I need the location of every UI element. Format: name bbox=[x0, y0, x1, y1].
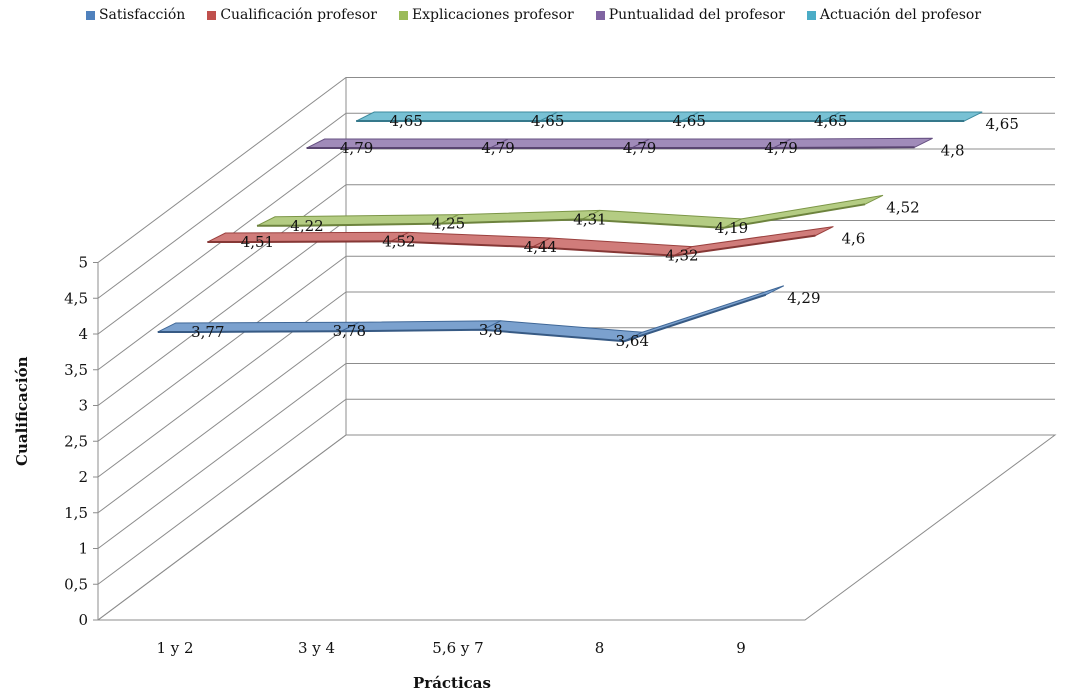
data-label: 4,52 bbox=[886, 198, 919, 216]
series bbox=[207, 226, 834, 257]
gridline bbox=[97, 363, 1055, 549]
data-label: 3,8 bbox=[479, 321, 503, 339]
legend-label: Satisfacción bbox=[98, 7, 186, 23]
data-label: 4,65 bbox=[389, 112, 422, 130]
legend-item: Satisfacción bbox=[85, 4, 186, 26]
data-label: 4,29 bbox=[787, 289, 820, 307]
data-label: 4,32 bbox=[665, 247, 698, 265]
y-axis-title: Cualificación bbox=[13, 356, 31, 466]
legend-label: Puntualidad del profesor bbox=[608, 7, 785, 23]
data-label: 4,44 bbox=[524, 238, 557, 256]
plot-area: 0 0,5 1 1,5 2 2,5 3 3,5 4 4,5 5 1 y 2 3 y 4 5,6 y 7 8 9… bbox=[13, 77, 1057, 692]
data-label: 4,8 bbox=[941, 141, 965, 159]
y-tick-label: 3 bbox=[78, 397, 88, 415]
series-line bbox=[207, 234, 816, 257]
legend-label: Actuación del profesor bbox=[819, 7, 982, 23]
y-tick-label: 4 bbox=[78, 325, 88, 343]
series bbox=[306, 137, 933, 150]
x-axis-title: Prácticas bbox=[413, 674, 491, 692]
series bbox=[157, 285, 785, 343]
data-label: 3,64 bbox=[616, 332, 649, 350]
gridline bbox=[97, 327, 1055, 514]
gridline bbox=[97, 434, 1055, 621]
y-tick-label: 1,5 bbox=[64, 504, 88, 522]
series-line bbox=[257, 203, 866, 229]
series-line bbox=[157, 293, 767, 343]
gridline bbox=[97, 255, 1055, 442]
data-label: 4,79 bbox=[481, 139, 514, 157]
data-label: 4,19 bbox=[715, 219, 748, 237]
legend-item: Explicaciones profesor bbox=[398, 4, 574, 26]
x-tick-label: 5,6 y 7 bbox=[432, 639, 483, 657]
series bbox=[355, 111, 983, 123]
data-label: 4,65 bbox=[672, 112, 705, 130]
legend-swatch bbox=[207, 10, 217, 20]
data-label: 3,77 bbox=[191, 323, 224, 341]
series bbox=[256, 194, 884, 229]
gridline bbox=[97, 398, 1055, 585]
legend-swatch bbox=[398, 10, 408, 20]
series-ribbon-segment bbox=[306, 138, 509, 149]
data-label: 4,79 bbox=[340, 139, 373, 157]
series-ribbon-segment bbox=[355, 111, 558, 122]
x-tick-label: 9 bbox=[736, 639, 746, 657]
floor bbox=[96, 434, 1057, 621]
legend-swatch bbox=[85, 10, 95, 20]
data-label: 4,65 bbox=[814, 112, 847, 130]
legend-item: Cualificación profesor bbox=[207, 4, 377, 26]
x-tick-label: 3 y 4 bbox=[298, 639, 335, 657]
legend-label: Cualificación profesor bbox=[220, 7, 377, 23]
x-tick-label: 8 bbox=[595, 639, 605, 657]
y-tick-label: 0 bbox=[78, 611, 88, 629]
data-label: 4,65 bbox=[985, 115, 1018, 133]
gridline bbox=[97, 291, 1055, 478]
data-label: 4,6 bbox=[841, 230, 865, 248]
legend-swatch bbox=[806, 10, 816, 20]
y-tick-label: 2 bbox=[78, 468, 88, 486]
data-label: 4,65 bbox=[531, 112, 564, 130]
data-label: 4,52 bbox=[382, 232, 415, 250]
x-tick-label: 1 y 2 bbox=[156, 639, 193, 657]
y-tick-label: 0,5 bbox=[64, 575, 88, 593]
legend-label: Explicaciones profesor bbox=[411, 7, 574, 23]
y-tick-label: 5 bbox=[78, 254, 88, 272]
legend-swatch bbox=[595, 10, 605, 20]
data-label: 4,79 bbox=[764, 139, 797, 157]
series-line bbox=[306, 146, 915, 150]
data-label: 4,79 bbox=[623, 139, 656, 157]
legend: Satisfacción Cualificación profesor Explic… bbox=[0, 4, 1067, 26]
legend-item: Actuación del profesor bbox=[806, 4, 982, 26]
data-label: 4,22 bbox=[290, 217, 323, 235]
y-tick-label: 4,5 bbox=[64, 289, 88, 307]
y-tick-label: 2,5 bbox=[64, 432, 88, 450]
data-label: 3,78 bbox=[333, 322, 366, 340]
legend-item: Puntualidad del profesor bbox=[595, 4, 785, 26]
data-label: 4,31 bbox=[573, 210, 606, 228]
y-tick-label: 1 bbox=[78, 540, 88, 558]
y-tick-label: 3,5 bbox=[64, 361, 88, 379]
data-label: 4,51 bbox=[241, 233, 274, 251]
data-label: 4,25 bbox=[432, 215, 465, 233]
